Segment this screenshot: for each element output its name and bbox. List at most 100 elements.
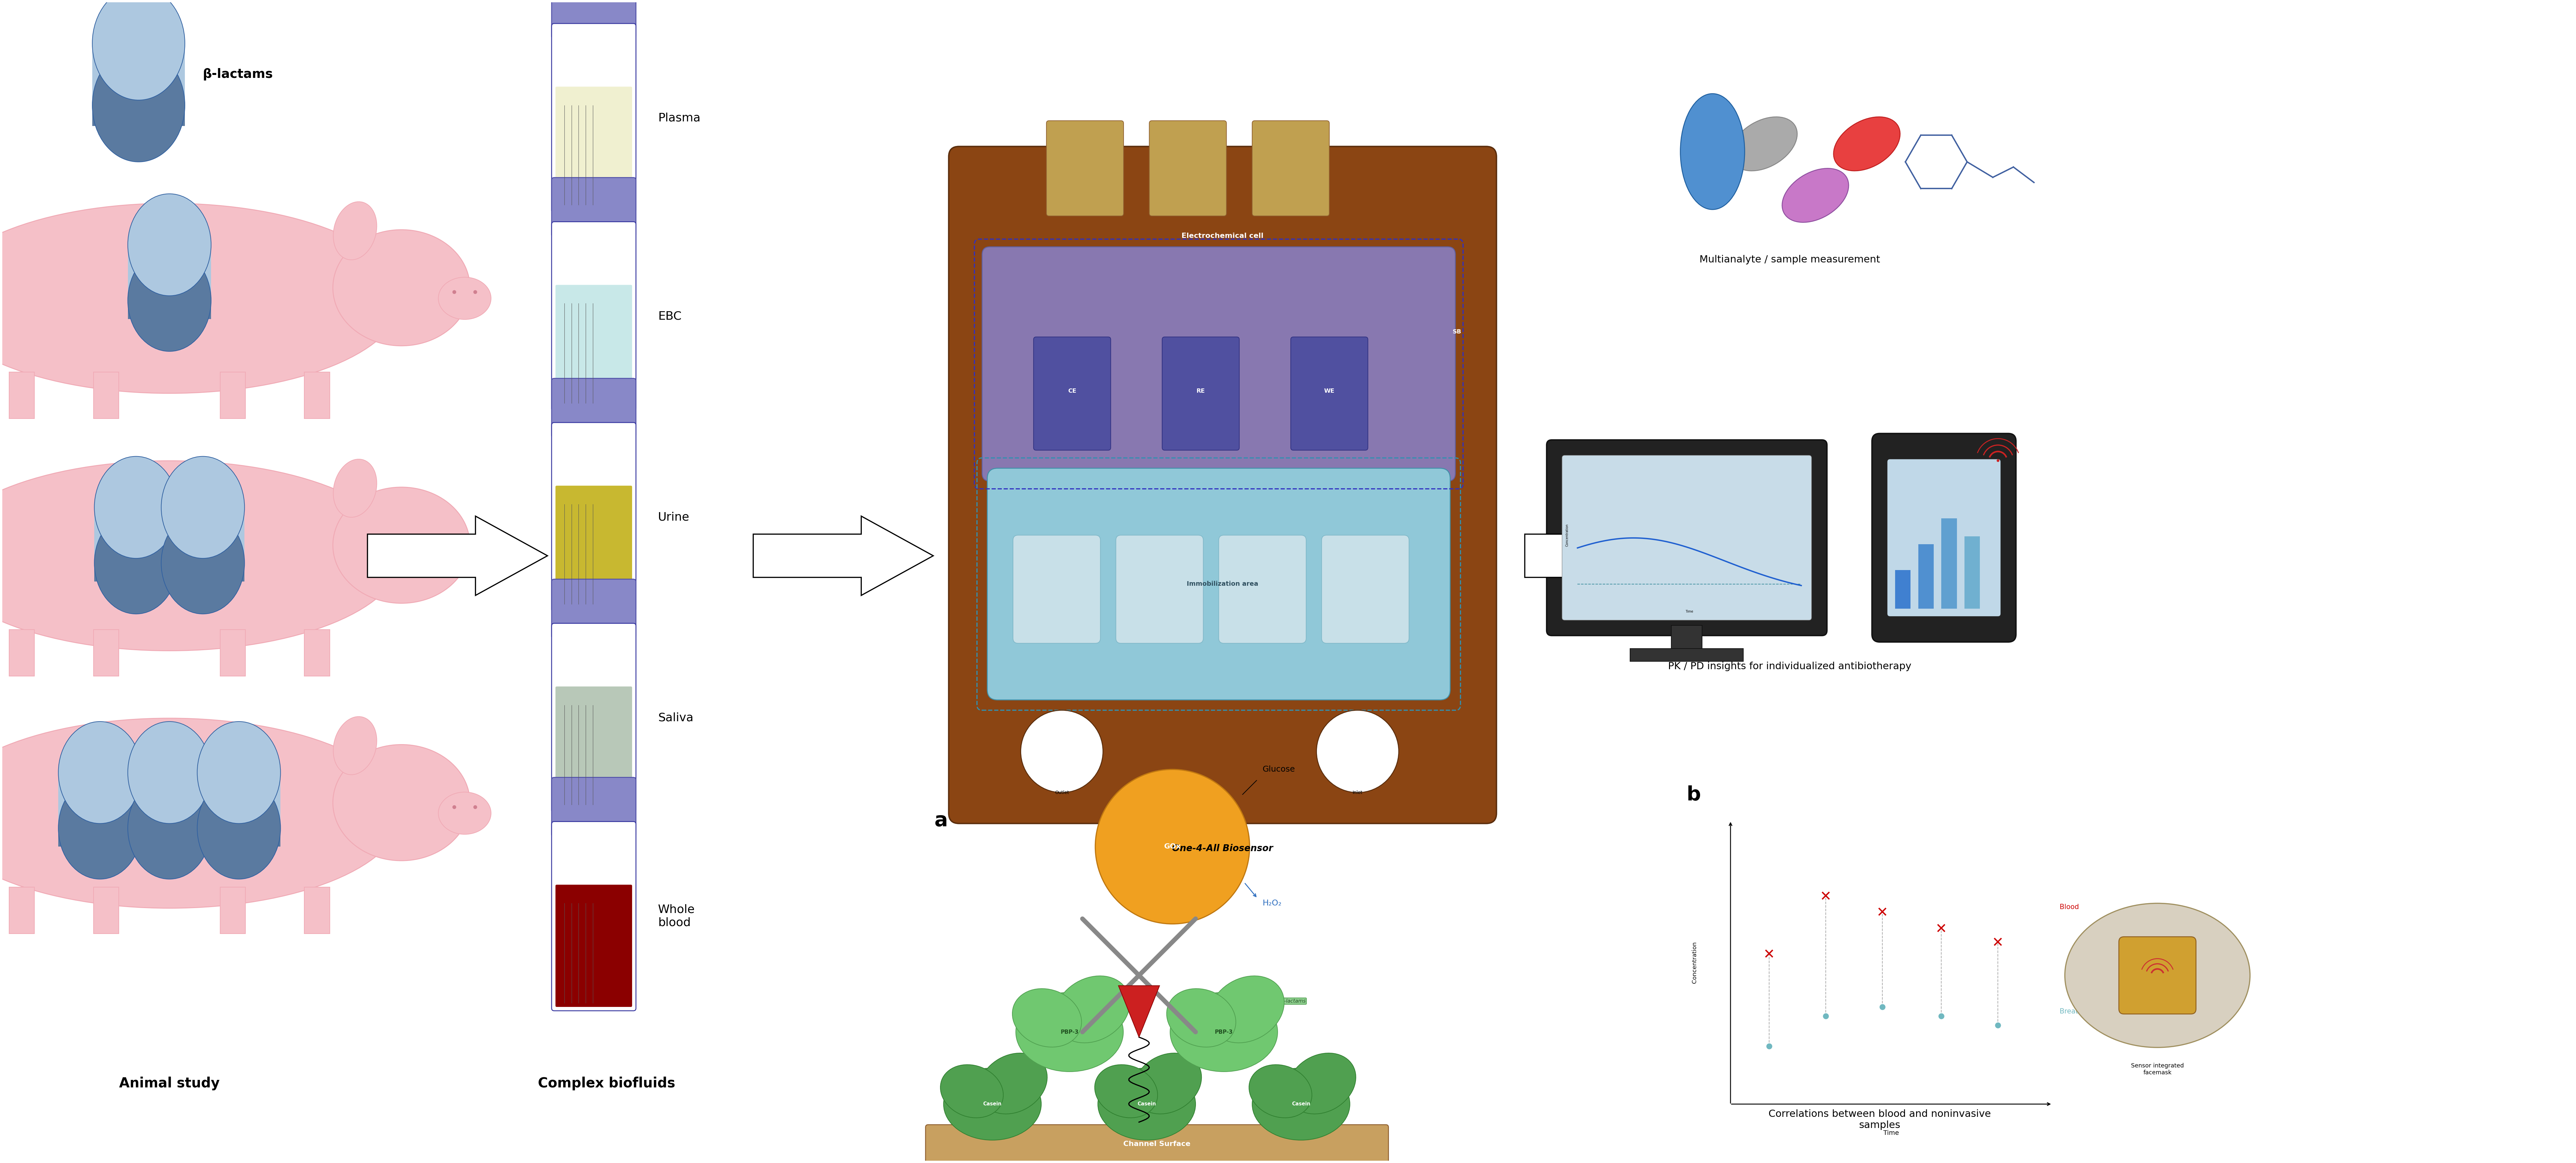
Polygon shape [1525,516,1705,595]
FancyBboxPatch shape [556,686,631,808]
Circle shape [1020,711,1103,793]
FancyBboxPatch shape [1873,434,2017,642]
FancyBboxPatch shape [551,222,636,411]
Text: Plasma: Plasma [657,113,701,123]
FancyBboxPatch shape [551,178,636,237]
Text: Animal study: Animal study [118,1077,219,1091]
Bar [198,791,281,847]
Ellipse shape [1095,1064,1157,1118]
Bar [1631,649,1744,662]
Bar [1942,519,1958,608]
Text: GOx: GOx [1164,843,1180,850]
FancyBboxPatch shape [551,579,636,638]
FancyBboxPatch shape [1321,535,1409,643]
Text: b: b [1687,785,1700,805]
FancyBboxPatch shape [1561,456,1811,620]
Ellipse shape [332,744,469,861]
Ellipse shape [1783,169,1850,222]
Text: Complex biofluids: Complex biofluids [538,1077,675,1091]
FancyBboxPatch shape [551,821,636,1011]
Text: PBP-3: PBP-3 [1216,1029,1234,1035]
Text: Multianalyte / sample measurement: Multianalyte / sample measurement [1700,255,1880,264]
Text: Concentration: Concentration [1566,523,1569,547]
Bar [93,629,118,676]
Bar [129,263,211,319]
Ellipse shape [1133,1053,1200,1114]
Text: Whole
blood: Whole blood [657,904,696,928]
FancyBboxPatch shape [948,147,1497,823]
Ellipse shape [1680,94,1744,209]
Circle shape [1095,770,1249,923]
Text: CE: CE [1069,388,1077,394]
Ellipse shape [332,201,376,259]
Ellipse shape [0,461,402,651]
FancyBboxPatch shape [1546,440,1826,635]
Ellipse shape [1731,117,1798,171]
Text: RE: RE [1195,388,1206,394]
Text: Correlations between blood and noninvasive
samples: Correlations between blood and noninvasi… [1767,1110,1991,1129]
Ellipse shape [129,777,211,879]
Text: Saliva: Saliva [657,713,693,723]
Bar [93,372,118,419]
Text: Outlet: Outlet [1054,791,1069,794]
Text: Casein: Casein [1291,1101,1311,1106]
Bar [1965,536,1981,608]
Bar [304,372,330,419]
FancyBboxPatch shape [987,469,1450,700]
Ellipse shape [332,230,469,345]
Bar [198,772,281,828]
Ellipse shape [198,777,281,879]
Text: Glucose: Glucose [1262,765,1296,773]
FancyBboxPatch shape [1033,337,1110,450]
Polygon shape [752,516,933,595]
Ellipse shape [0,719,402,908]
Ellipse shape [943,1068,1041,1140]
Ellipse shape [438,277,492,320]
Bar [1672,626,1703,656]
Text: Blood: Blood [2058,904,2079,911]
FancyBboxPatch shape [551,777,636,837]
Ellipse shape [59,721,142,823]
Ellipse shape [2063,904,2249,1048]
Text: β-lactams: β-lactams [1280,999,1306,1004]
Ellipse shape [438,792,492,834]
Bar [219,629,245,676]
Ellipse shape [1012,989,1082,1047]
FancyBboxPatch shape [1218,535,1306,643]
Bar [59,791,142,847]
FancyBboxPatch shape [556,486,631,608]
Text: Sensor integrated
facemask: Sensor integrated facemask [2130,1063,2184,1076]
Ellipse shape [93,0,185,100]
Ellipse shape [332,459,376,518]
FancyBboxPatch shape [1149,121,1226,216]
Ellipse shape [1834,117,1901,171]
Bar [129,772,211,828]
FancyBboxPatch shape [556,885,631,1007]
FancyBboxPatch shape [556,87,631,209]
Ellipse shape [1252,1068,1350,1140]
Ellipse shape [1288,1053,1355,1114]
Ellipse shape [95,512,178,614]
FancyBboxPatch shape [925,1125,1388,1163]
Ellipse shape [940,1064,1002,1118]
Ellipse shape [1249,1064,1311,1118]
Ellipse shape [1015,992,1123,1071]
FancyBboxPatch shape [2117,936,2195,1014]
Bar [129,244,211,300]
Text: One-4-All Biosensor: One-4-All Biosensor [1172,844,1273,854]
Text: Inlet: Inlet [1352,791,1363,794]
Text: Channel Surface: Channel Surface [1123,1141,1190,1147]
FancyBboxPatch shape [1162,337,1239,450]
Ellipse shape [332,716,376,775]
Ellipse shape [129,249,211,351]
Bar [10,372,33,419]
Text: Breath: Breath [2058,1008,2081,1014]
FancyBboxPatch shape [551,23,636,213]
Text: PK / PD insights for individualized antibiotherapy: PK / PD insights for individualized anti… [1667,662,1911,671]
FancyBboxPatch shape [551,0,636,38]
Ellipse shape [979,1053,1046,1114]
Text: EBC: EBC [657,311,683,322]
Ellipse shape [198,721,281,823]
Bar [129,791,211,847]
Bar [304,629,330,676]
